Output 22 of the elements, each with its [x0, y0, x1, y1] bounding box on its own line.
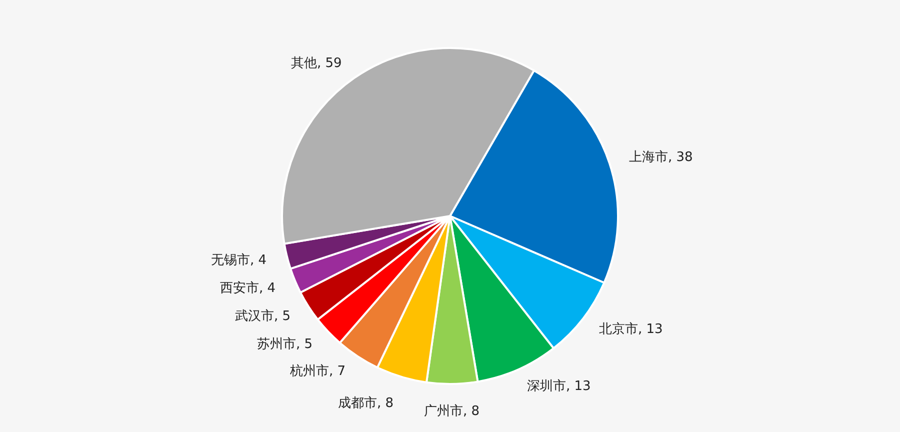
slice-label: 成都市: [338, 396, 377, 411]
data-label: , 8: [463, 404, 480, 419]
data-label: , 38: [668, 150, 693, 165]
slice-label: 其他: [291, 56, 317, 71]
data-label: , 5: [296, 337, 313, 352]
slice-label: 武汉市: [235, 309, 274, 324]
data-label: , 8: [377, 396, 394, 411]
slice-label: 广州市: [424, 404, 463, 419]
data-label: , 13: [638, 322, 663, 337]
slice-label: 深圳市: [527, 379, 566, 394]
slice-label: 北京市: [599, 322, 638, 337]
data-label: , 7: [329, 364, 346, 379]
slice-label: 杭州市: [289, 364, 329, 379]
slice-label: 苏州市: [257, 337, 296, 352]
slice-label: 无锡市: [211, 253, 250, 268]
data-label: , 13: [566, 379, 591, 394]
slice-label: 西安市: [220, 280, 259, 296]
slice-label: 上海市: [629, 150, 668, 165]
data-label: , 4: [259, 281, 276, 296]
data-label: , 5: [274, 309, 291, 324]
data-label: , 4: [250, 253, 267, 268]
data-label: , 59: [317, 56, 342, 71]
